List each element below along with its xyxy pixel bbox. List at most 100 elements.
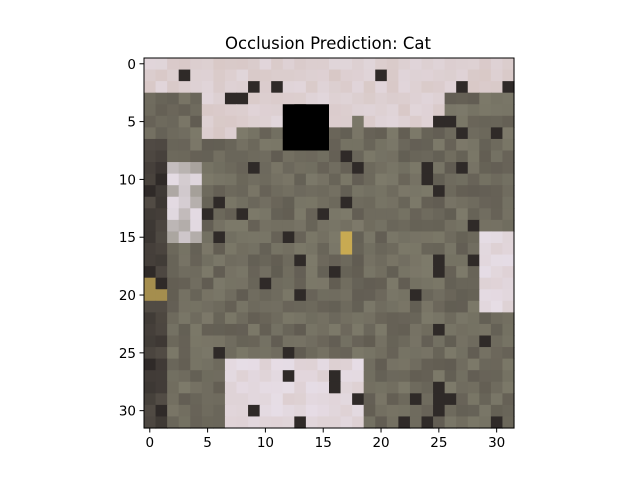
image-pixel [155, 104, 168, 117]
image-pixel [340, 58, 353, 71]
image-pixel [398, 254, 411, 267]
image-pixel [456, 104, 469, 117]
image-pixel [317, 69, 330, 82]
image-pixel [340, 289, 353, 302]
image-pixel [421, 150, 434, 163]
image-pixel [282, 393, 295, 406]
image-pixel [224, 208, 238, 221]
image-pixel [317, 404, 330, 418]
image-pixel [340, 370, 353, 383]
image-pixel [502, 416, 515, 429]
image-pixel [456, 347, 469, 360]
image-pixel [167, 208, 180, 221]
image-pixel [386, 185, 399, 198]
image-pixel [467, 335, 480, 348]
image-pixel [479, 323, 492, 337]
image-pixel [444, 58, 457, 71]
image-pixel [363, 266, 376, 279]
image-pixel [386, 323, 399, 337]
image-pixel [409, 254, 423, 267]
image-pixel [201, 266, 214, 279]
image-pixel [340, 266, 353, 279]
image-pixel [190, 277, 203, 290]
image-pixel [398, 104, 411, 117]
image-pixel [224, 266, 238, 279]
image-pixel [490, 115, 504, 128]
image-pixel [386, 312, 399, 325]
image-pixel [340, 347, 353, 360]
image-pixel [294, 393, 307, 406]
image-pixel [433, 69, 446, 82]
image-pixel [398, 208, 411, 221]
image-pixel [213, 69, 226, 82]
image-pixel [398, 358, 411, 371]
image-pixel [271, 335, 284, 348]
image-pixel [236, 347, 249, 360]
image-pixel [282, 289, 295, 302]
image-pixel [282, 277, 295, 290]
image-pixel [271, 347, 284, 360]
image-pixel [144, 173, 157, 186]
image-pixel [305, 208, 319, 221]
image-pixel [421, 81, 434, 94]
image-pixel [178, 115, 191, 128]
image-pixel [398, 347, 411, 360]
image-pixel [236, 92, 249, 105]
image-pixel [490, 335, 504, 348]
image-pixel [294, 323, 307, 337]
image-pixel [375, 312, 388, 325]
image-pixel [479, 266, 492, 279]
image-pixel [456, 370, 469, 383]
image-pixel [490, 127, 504, 140]
image-pixel [271, 138, 284, 152]
image-pixel [398, 381, 411, 394]
image-pixel [352, 196, 365, 209]
image-pixel [167, 185, 180, 198]
image-pixel [398, 81, 411, 94]
image-pixel [398, 173, 411, 186]
image-pixel [329, 335, 342, 348]
image-pixel [433, 370, 446, 383]
image-pixel [433, 173, 446, 186]
image-pixel [479, 300, 492, 313]
image-pixel [305, 393, 319, 406]
image-pixel [282, 254, 295, 267]
image-pixel [236, 115, 249, 128]
image-pixel [444, 69, 457, 82]
image-pixel [213, 115, 226, 128]
image-pixel [502, 404, 515, 418]
image-pixel [190, 266, 203, 279]
image-pixel [444, 138, 457, 152]
image-pixel [490, 173, 504, 186]
image-pixel [224, 185, 238, 198]
image-pixel [201, 58, 214, 71]
image-pixel [340, 138, 353, 152]
image-pixel [248, 347, 261, 360]
image-pixel [490, 162, 504, 175]
image-pixel [340, 381, 353, 394]
image-pixel [398, 266, 411, 279]
image-pixel [375, 231, 388, 244]
image-pixel [248, 219, 261, 233]
image-pixel [398, 416, 411, 429]
image-pixel [248, 150, 261, 163]
image-pixel [467, 219, 480, 233]
image-pixel [340, 393, 353, 406]
image-pixel [248, 127, 261, 140]
image-pixel [421, 138, 434, 152]
image-pixel [456, 58, 469, 71]
image-pixel [490, 370, 504, 383]
image-pixel [155, 277, 168, 290]
image-pixel [329, 358, 342, 371]
image-pixel [201, 347, 214, 360]
image-pixel [317, 243, 330, 256]
image-pixel [421, 243, 434, 256]
image-pixel [155, 289, 168, 302]
image-pixel [479, 150, 492, 163]
image-pixel [329, 300, 342, 313]
image-pixel [224, 162, 238, 175]
image-pixel [490, 81, 504, 94]
image-pixel [375, 347, 388, 360]
image-pixel [502, 58, 515, 71]
image-pixel [421, 266, 434, 279]
